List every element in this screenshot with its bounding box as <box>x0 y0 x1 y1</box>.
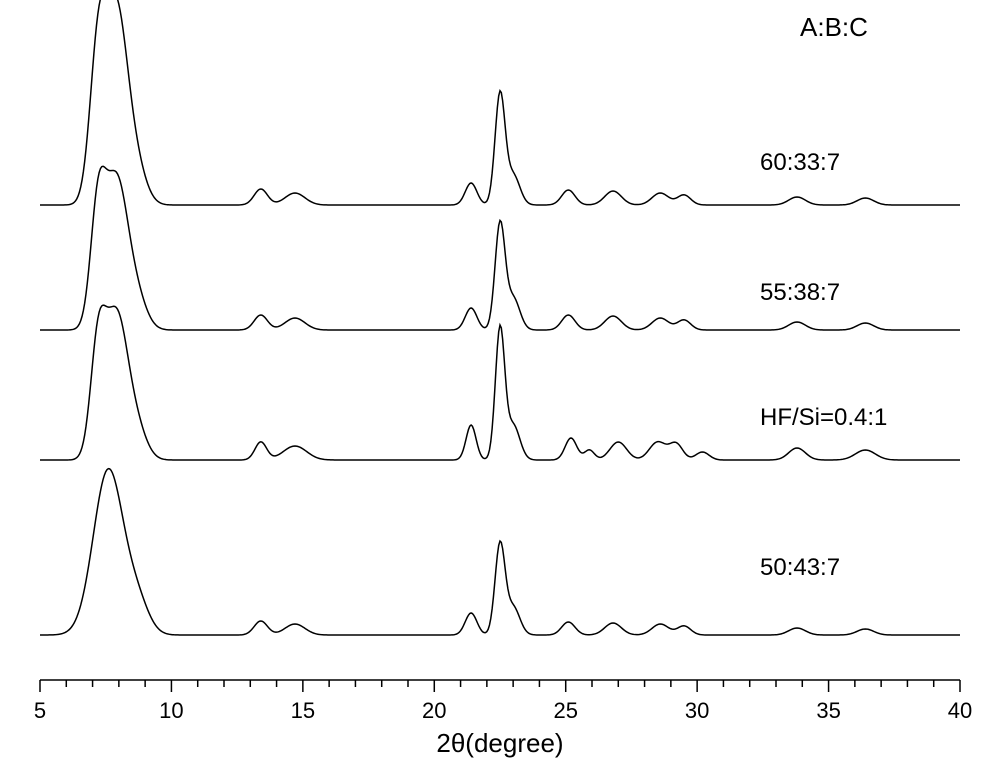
xrd-trace <box>40 469 960 635</box>
xrd-trace <box>40 305 960 460</box>
legend-header: A:B:C <box>800 12 868 42</box>
x-tick-label: 10 <box>159 698 183 723</box>
series-label: 50:43:7 <box>760 554 840 581</box>
series-label: 55:38:7 <box>760 279 840 306</box>
x-tick-label: 20 <box>422 698 446 723</box>
x-axis-title: 2θ(degree) <box>436 728 563 758</box>
x-tick-label: 5 <box>34 698 46 723</box>
series-label: 60:33:7 <box>760 149 840 176</box>
x-tick-label: 15 <box>291 698 315 723</box>
x-tick-label: 25 <box>553 698 577 723</box>
series-label: HF/Si=0.4:1 <box>760 404 887 431</box>
x-tick-label: 35 <box>816 698 840 723</box>
x-tick-label: 40 <box>948 698 972 723</box>
xrd-chart: 60:33:7 55:38:7 HF/Si=0.4:1 50:43:7 A:B:C 5 10… <box>0 0 1000 770</box>
chart-svg: 60:33:7 55:38:7 HF/Si=0.4:1 50:43:7 A:B:C 5 10… <box>0 0 1000 770</box>
x-tick-label: 30 <box>685 698 709 723</box>
